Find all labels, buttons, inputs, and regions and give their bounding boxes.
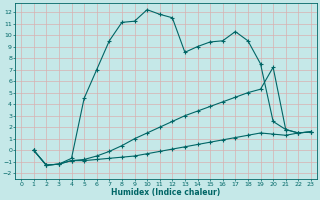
X-axis label: Humidex (Indice chaleur): Humidex (Indice chaleur) [111,188,220,197]
